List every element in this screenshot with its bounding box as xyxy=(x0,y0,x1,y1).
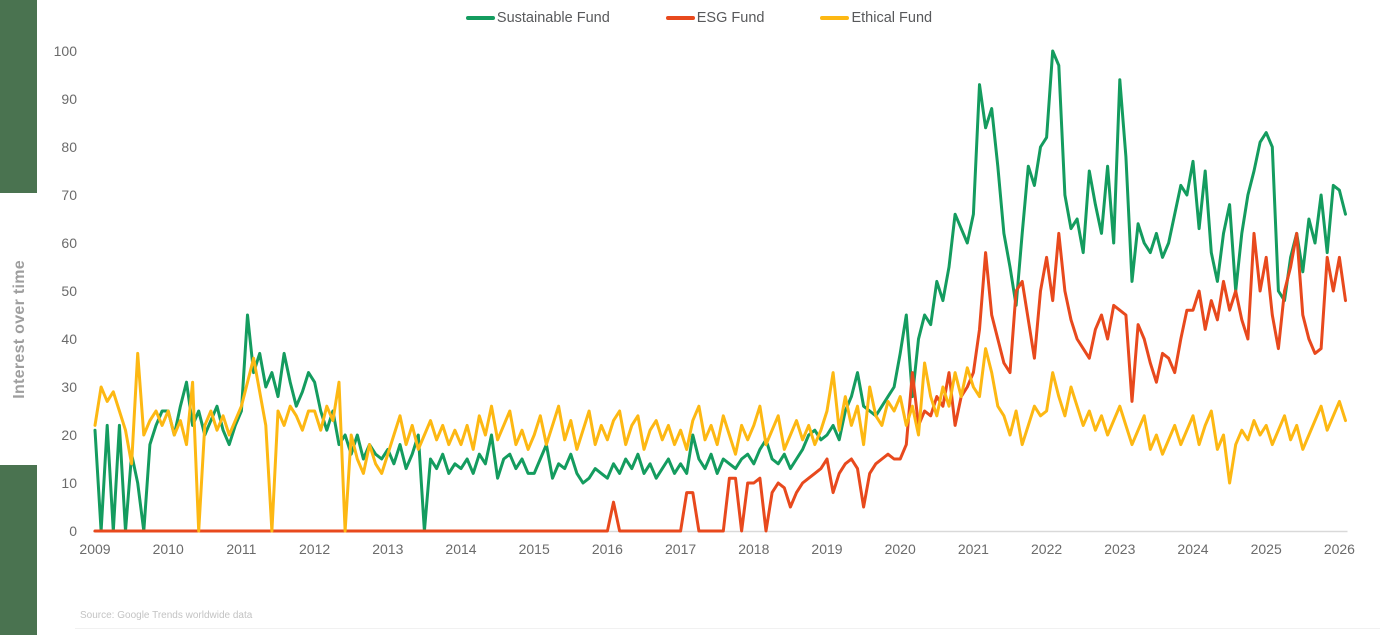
y-tick-70: 70 xyxy=(61,187,77,203)
legend-swatch-esg-fund xyxy=(665,16,695,20)
x-tick-2012: 2012 xyxy=(299,541,331,557)
x-tick-2026: 2026 xyxy=(1323,541,1355,557)
legend-swatch-sustainable-fund xyxy=(465,16,495,20)
y-tick-100: 100 xyxy=(53,43,77,59)
source-note: Source: Google Trends worldwide data xyxy=(80,610,253,621)
legend-item-esg-fund: ESG Fund xyxy=(665,10,765,26)
x-tick-2018: 2018 xyxy=(738,541,770,557)
y-tick-0: 0 xyxy=(69,523,77,539)
series-line-sustainable-fund xyxy=(93,49,1347,533)
x-tick-2010: 2010 xyxy=(152,541,184,557)
x-tick-2009: 2009 xyxy=(79,541,111,557)
legend-swatch-ethical-fund xyxy=(820,16,850,20)
bottom-divider xyxy=(75,628,1380,629)
y-axis-title-box: Interest over time xyxy=(0,193,40,465)
series-line-esg-fund xyxy=(93,231,1347,533)
x-tick-2014: 2014 xyxy=(445,541,477,557)
x-tick-2015: 2015 xyxy=(518,541,550,557)
legend-item-ethical-fund: Ethical Fund xyxy=(820,10,932,26)
legend-label: Sustainable Fund xyxy=(496,10,610,26)
x-tick-2011: 2011 xyxy=(226,541,257,557)
series-line-ethical-fund xyxy=(93,347,1347,533)
y-tick-90: 90 xyxy=(61,91,77,107)
y-tick-80: 80 xyxy=(61,139,77,155)
x-tick-2021: 2021 xyxy=(957,541,989,557)
y-tick-30: 30 xyxy=(61,379,77,395)
x-tick-2019: 2019 xyxy=(811,541,843,557)
y-tick-60: 60 xyxy=(61,235,77,251)
y-tick-20: 20 xyxy=(61,427,77,443)
x-tick-2013: 2013 xyxy=(372,541,404,557)
x-tick-2024: 2024 xyxy=(1177,541,1209,557)
x-tick-2022: 2022 xyxy=(1031,541,1063,557)
x-tick-2023: 2023 xyxy=(1104,541,1136,557)
legend: Sustainable Fund ESG Fund Ethical Fund xyxy=(0,7,1380,29)
y-tick-10: 10 xyxy=(61,475,77,491)
y-tick-40: 40 xyxy=(61,331,77,347)
x-tick-2016: 2016 xyxy=(591,541,623,557)
x-tick-2020: 2020 xyxy=(884,541,916,557)
legend-item-sustainable-fund: Sustainable Fund xyxy=(465,10,610,26)
legend-label: Ethical Fund xyxy=(851,10,933,26)
y-tick-50: 50 xyxy=(61,283,77,299)
legend-label: ESG Fund xyxy=(696,10,765,26)
x-tick-2017: 2017 xyxy=(665,541,697,557)
x-tick-2025: 2025 xyxy=(1250,541,1282,557)
